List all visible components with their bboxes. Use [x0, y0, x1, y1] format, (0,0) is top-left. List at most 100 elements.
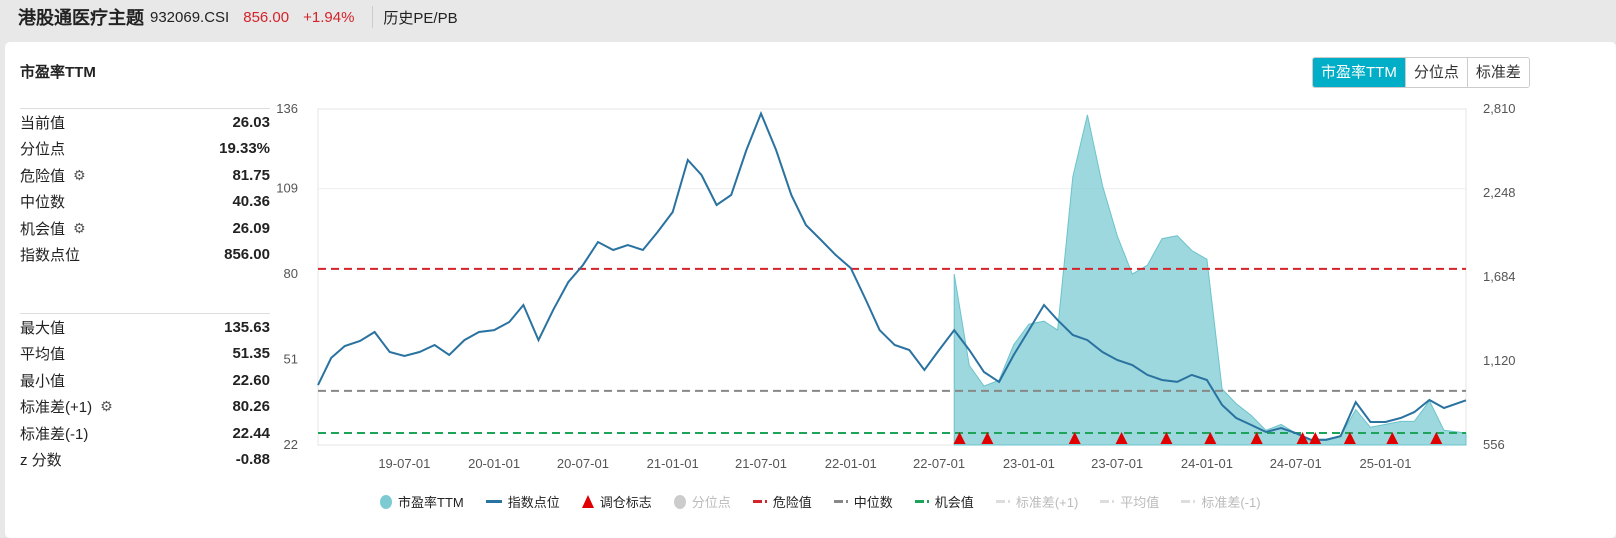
- tab-pe-ttm[interactable]: 市盈率TTM: [1313, 58, 1405, 87]
- legend-label: 标准差(+1): [1015, 495, 1079, 510]
- stat-label-wrap: 机会值 ⚙: [20, 218, 86, 239]
- stat-label: 中位数: [20, 194, 66, 212]
- legend-item[interactable]: 标准差(+1): [995, 492, 1079, 511]
- card-title: 市盈率TTM: [20, 64, 96, 81]
- stat-row: z 分数 -0.88: [20, 447, 270, 474]
- stat-row: 机会值 ⚙ 26.09: [20, 215, 270, 242]
- stat-row: 指数点位 856.00: [20, 242, 270, 269]
- stat-label-wrap: 平均值: [20, 343, 65, 364]
- legend-item[interactable]: 标准差(-1): [1181, 492, 1261, 511]
- index-line: [317, 110, 1467, 441]
- stat-value: 51.35: [232, 345, 270, 363]
- legend-item[interactable]: 指数点位: [485, 492, 560, 511]
- stat-label: 平均值: [20, 346, 66, 364]
- x-tick: 24-07-01: [1270, 456, 1322, 471]
- legend-dash-icon: [995, 500, 1010, 503]
- stat-label: z 分数: [20, 452, 62, 470]
- tab-percentile[interactable]: 分位点: [1404, 58, 1467, 87]
- chart-legend: 市盈率TTM 指数点位 调仓标志 分位点 危险值 中位数 机会值 标准差(+1) 平均值 标准差(…: [380, 492, 1261, 511]
- stat-label: 指数点位: [20, 247, 81, 265]
- stat-value: 26.03: [232, 113, 270, 131]
- index-change: +1.94%: [303, 8, 355, 26]
- stat-label-wrap: 标准差(-1): [20, 423, 88, 444]
- x-tick: 21-07-01: [735, 456, 787, 471]
- stat-row: 平均值 51.35: [20, 341, 270, 368]
- divider: [372, 6, 374, 28]
- legend-item[interactable]: 中位数: [833, 492, 893, 511]
- stat-label-wrap: 危险值 ⚙: [20, 165, 86, 186]
- x-tick: 25-01-01: [1359, 456, 1411, 471]
- legend-item[interactable]: 市盈率TTM: [380, 492, 464, 511]
- gear-icon[interactable]: ⚙: [73, 219, 86, 236]
- x-tick: 19-07-01: [378, 456, 430, 471]
- legend-item[interactable]: 分位点: [673, 492, 731, 511]
- stat-value: 22.44: [232, 424, 270, 442]
- rebalance-marker: [1068, 432, 1081, 444]
- stat-label: 标准差(-1): [20, 425, 89, 443]
- x-tick: 20-07-01: [557, 456, 609, 471]
- x-tick: 23-01-01: [1003, 456, 1055, 471]
- gear-icon[interactable]: ⚙: [73, 166, 86, 183]
- legend-label: 标准差(-1): [1201, 495, 1261, 510]
- rebalance-marker: [1309, 432, 1322, 444]
- legend-dash-icon: [833, 500, 848, 503]
- section-title: 历史PE/PB: [383, 9, 458, 27]
- tab-std-dev[interactable]: 标准差: [1466, 58, 1529, 87]
- stat-row: 最小值 22.60: [20, 367, 270, 394]
- metric-tabs: 市盈率TTM 分位点 标准差: [1312, 57, 1530, 88]
- stat-label-wrap: z 分数: [20, 449, 62, 470]
- x-tick: 22-07-01: [913, 456, 965, 471]
- y-right-tick: 556: [1483, 437, 1505, 452]
- stat-label: 标准差(+1): [20, 399, 93, 417]
- y-left-tick: 80: [284, 266, 298, 281]
- rebalance-marker: [1160, 432, 1173, 444]
- legend-dot-icon: [380, 494, 392, 509]
- legend-dash-icon: [1100, 500, 1115, 503]
- stat-label: 当前值: [20, 114, 66, 132]
- rebalance-marker: [981, 432, 994, 444]
- legend-dash-icon: [1181, 500, 1196, 503]
- rebalance-marker: [1204, 432, 1217, 444]
- stat-label-wrap: 最小值: [20, 370, 65, 391]
- y-left-tick: 51: [284, 352, 298, 367]
- legend-item[interactable]: 调仓标志: [581, 492, 652, 511]
- rebalance-marker: [953, 432, 966, 444]
- legend-dot-icon: [673, 494, 686, 509]
- legend-label: 平均值: [1120, 495, 1160, 510]
- stat-label-wrap: 标准差(+1) ⚙: [20, 396, 113, 417]
- gear-icon[interactable]: ⚙: [100, 398, 113, 415]
- legend-dash-icon: [914, 500, 929, 503]
- index-name: 港股通医疗主题: [18, 8, 144, 28]
- stat-row: 分位点 19.33%: [20, 136, 270, 163]
- stat-label: 机会值: [20, 220, 66, 238]
- stat-value: 26.09: [232, 219, 270, 237]
- rebalance-marker: [1386, 432, 1399, 444]
- y-left-tick: 109: [276, 181, 298, 196]
- stat-value: 135.63: [224, 318, 270, 336]
- legend-label: 中位数: [853, 495, 893, 510]
- stat-label: 分位点: [20, 141, 66, 159]
- stat-row: 中位数 40.36: [20, 189, 270, 216]
- stat-value: 81.75: [232, 166, 270, 184]
- rebalance-marker: [1115, 432, 1128, 444]
- rebalance-marker: [1296, 432, 1309, 444]
- y-right-tick: 2,248: [1483, 185, 1516, 200]
- legend-item[interactable]: 机会值: [914, 492, 974, 511]
- legend-label: 市盈率TTM: [398, 495, 464, 510]
- rebalance-marker: [1250, 432, 1263, 444]
- legend-item[interactable]: 平均值: [1100, 492, 1159, 511]
- index-code: 932069.CSI: [150, 8, 230, 26]
- x-tick: 20-01-01: [468, 456, 520, 471]
- x-tick: 21-01-01: [647, 456, 699, 471]
- stat-row: 危险值 ⚙ 81.75: [20, 162, 270, 189]
- legend-line-icon: [485, 500, 502, 503]
- stat-value: 19.33%: [219, 140, 270, 158]
- stat-label-wrap: 当前值: [20, 112, 65, 133]
- legend-label: 机会值: [934, 495, 974, 510]
- stats-current: 当前值 26.03 分位点 19.33% 危险值 ⚙ 81.75 中位数 40.36 机会值 ⚙ 26…: [20, 108, 270, 268]
- legend-item[interactable]: 危险值: [752, 492, 812, 511]
- legend-triangle-icon: [581, 495, 594, 508]
- rebalance-marker: [1430, 432, 1443, 444]
- x-tick: 24-01-01: [1181, 456, 1233, 471]
